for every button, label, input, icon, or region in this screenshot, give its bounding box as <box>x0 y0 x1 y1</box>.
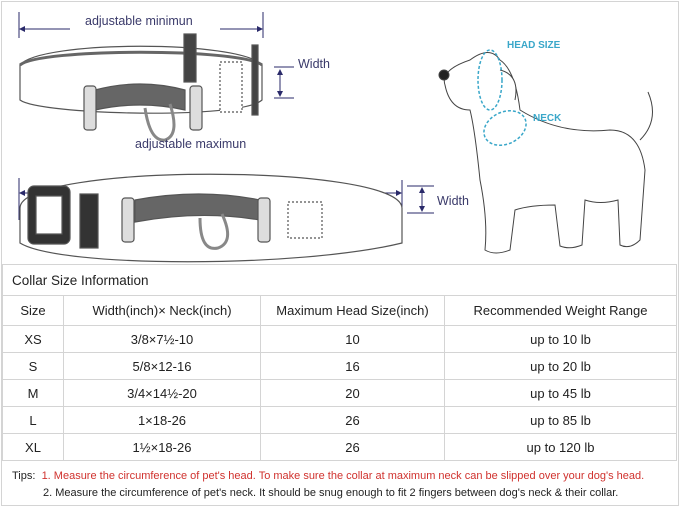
tip-2: 2. Measure the circumference of pet's ne… <box>43 487 619 499</box>
tips-section: Tips: 1. Measure the circumference of pe… <box>12 468 644 502</box>
table-row: M 3/4×14½-20 20 up to 45 lb <box>2 379 677 407</box>
table-row: XS 3/8×7½-10 10 up to 10 lb <box>2 325 677 353</box>
collar-maximum <box>19 173 403 263</box>
cell-size: S <box>2 352 64 380</box>
header-width-neck: Width(inch)× Neck(inch) <box>63 295 261 326</box>
cell-size: M <box>2 379 64 407</box>
cell-weight: up to 10 lb <box>444 325 677 353</box>
table-title: Collar Size Information <box>2 264 677 296</box>
header-head-size: Maximum Head Size(inch) <box>260 295 445 326</box>
cell-head-size: 26 <box>260 433 445 461</box>
cell-head-size: 10 <box>260 325 445 353</box>
header-weight: Recommended Weight Range <box>444 295 677 326</box>
cell-weight: up to 85 lb <box>444 406 677 434</box>
neck-label: NECK <box>533 113 562 124</box>
dog-drawing <box>438 52 653 254</box>
cell-head-size: 16 <box>260 352 445 380</box>
table-row: XL 1½×18-26 26 up to 120 lb <box>2 433 677 461</box>
size-table: Collar Size Information Size Width(inch)… <box>2 264 677 461</box>
table-row: L 1×18-26 26 up to 85 lb <box>2 406 677 434</box>
min-length-label: adjustable minimun <box>85 14 193 28</box>
header-size: Size <box>2 295 64 326</box>
min-dimension-line <box>18 12 264 38</box>
cell-size: XL <box>2 433 64 461</box>
measurement-loops <box>477 49 527 146</box>
cell-size: XS <box>2 325 64 353</box>
cell-weight: up to 20 lb <box>444 352 677 380</box>
table-header: Size Width(inch)× Neck(inch) Maximum Hea… <box>2 295 677 326</box>
cell-width-neck: 5/8×12-16 <box>63 352 261 380</box>
collar-diagram <box>18 12 653 263</box>
cell-weight: up to 120 lb <box>444 433 677 461</box>
cell-head-size: 20 <box>260 379 445 407</box>
cell-width-neck: 1×18-26 <box>63 406 261 434</box>
max-length-label: adjustable maximun <box>135 137 247 151</box>
head-size-label: HEAD SIZE <box>507 40 561 51</box>
cell-width-neck: 3/4×14½-20 <box>63 379 261 407</box>
cell-size: L <box>2 406 64 434</box>
width-label-top: Width <box>298 57 330 71</box>
width-label-bottom: Width <box>437 194 469 208</box>
table-row: S 5/8×12-16 16 up to 20 lb <box>2 352 677 380</box>
cell-head-size: 26 <box>260 406 445 434</box>
collar-illustration: adjustable minimun adjustable maximun Wi… <box>18 12 653 263</box>
collar-minimum <box>19 33 263 142</box>
cell-width-neck: 1½×18-26 <box>63 433 261 461</box>
tip-1: 1. Measure the circumference of pet's he… <box>41 470 645 482</box>
tips-label: Tips: <box>12 470 36 482</box>
cell-width-neck: 3/8×7½-10 <box>63 325 261 353</box>
cell-weight: up to 45 lb <box>444 379 677 407</box>
